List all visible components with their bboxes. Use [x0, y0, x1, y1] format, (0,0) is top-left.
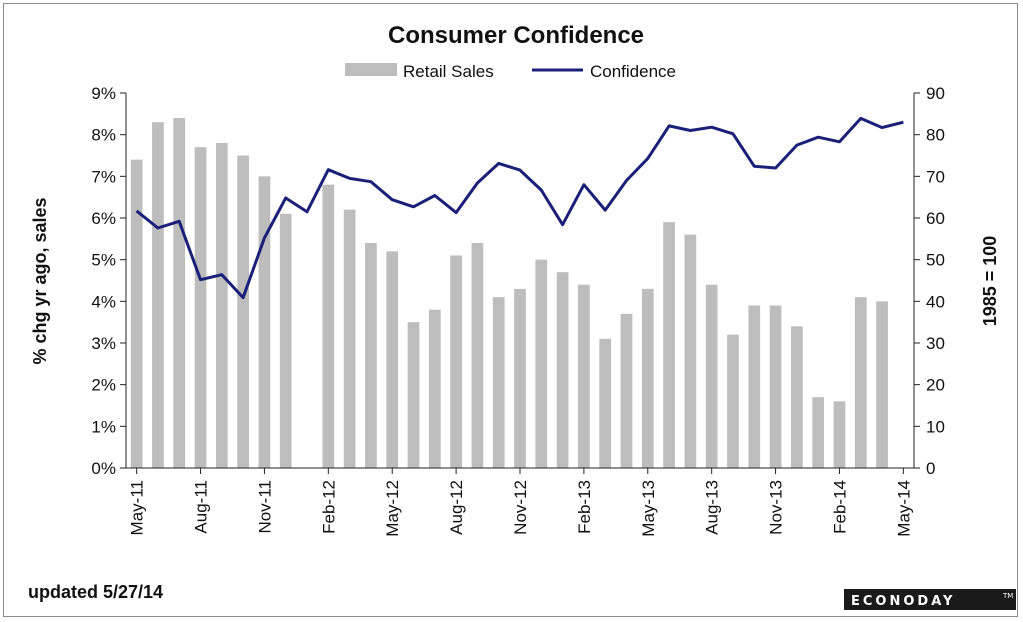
retail-sales-bars: [130, 118, 888, 469]
x-tick-label: Aug-11: [192, 480, 211, 534]
retail-sales-bar: [556, 272, 569, 468]
legend-label-retail-sales: Retail Sales: [403, 62, 494, 81]
left-axis-ticks: 0% 1% 2% 3% 4% 5% 6% 7% 8% 9%: [91, 84, 126, 478]
retail-sales-bar: [599, 338, 612, 468]
x-tick-label: May-12: [383, 480, 402, 537]
retail-sales-bar: [620, 313, 633, 468]
retail-sales-bar: [450, 255, 462, 468]
retail-sales-bar: [748, 305, 761, 468]
retail-sales-bar: [769, 305, 782, 468]
left-tick-label: 1%: [91, 417, 116, 436]
left-tick-label: 8%: [91, 126, 116, 145]
retail-sales-bar: [578, 284, 590, 468]
svg-text:TM: TM: [1002, 592, 1013, 600]
left-tick-label: 9%: [91, 84, 116, 103]
retail-sales-bar: [492, 297, 505, 468]
left-tick-label: 6%: [91, 209, 116, 228]
retail-sales-bar: [343, 209, 356, 468]
retail-sales-bar: [791, 326, 803, 468]
right-tick-label: 10: [926, 417, 945, 436]
retail-sales-bar: [152, 122, 164, 469]
x-tick-label: May-11: [128, 480, 147, 535]
right-tick-label: 50: [926, 251, 945, 270]
right-axis-title: 1985 = 100: [980, 236, 1000, 327]
retail-sales-bar: [407, 322, 420, 468]
x-tick-label: May-13: [639, 480, 658, 537]
right-tick-label: 90: [926, 84, 945, 103]
legend: Retail Sales Confidence: [345, 62, 676, 81]
x-axis-labels: May-11 Aug-11 Nov-11 Feb-12 May-12 Aug-12 Nov-…: [128, 468, 913, 537]
x-tick-label: Aug-12: [447, 480, 466, 535]
confidence-line-layer: [135, 116, 904, 300]
x-tick-label: Feb-13: [575, 480, 594, 534]
retail-sales-bar: [876, 301, 888, 468]
retail-sales-bar: [727, 334, 739, 468]
left-tick-label: 0%: [91, 459, 116, 478]
x-tick-label: Feb-12: [319, 480, 338, 534]
right-tick-label: 30: [926, 334, 945, 353]
right-axis-ticks: 0 10 20 30 40 50 60 70 80 90: [914, 84, 945, 478]
svg-text:ECONODAY: ECONODAY: [851, 594, 955, 609]
x-tick-label: May-14: [894, 480, 913, 537]
left-tick-label: 3%: [91, 334, 116, 353]
right-tick-label: 20: [926, 376, 945, 395]
econoday-logo: ECONODAY TM: [844, 589, 1016, 610]
confidence-line: [135, 116, 904, 300]
legend-swatch-retail-sales: [345, 63, 397, 76]
retail-sales-bar: [663, 222, 675, 468]
x-tick-label: Feb-14: [830, 480, 849, 534]
updated-date: updated 5/27/14: [28, 582, 163, 602]
retail-sales-bar: [833, 401, 846, 468]
chart-frame: [3, 3, 1018, 617]
retail-sales-bar: [428, 309, 441, 468]
right-tick-label: 0: [926, 459, 935, 478]
right-tick-label: 70: [926, 167, 945, 186]
right-tick-label: 80: [926, 126, 945, 145]
retail-sales-bar: [812, 397, 825, 468]
retail-sales-bar: [258, 176, 271, 469]
x-tick-label: Nov-13: [767, 480, 786, 535]
retail-sales-bar: [854, 297, 867, 468]
retail-sales-bar: [514, 288, 526, 468]
retail-sales-bar: [705, 284, 718, 468]
retail-sales-bar: [215, 143, 228, 468]
retail-sales-bar: [684, 234, 697, 468]
retail-sales-bar: [237, 155, 249, 468]
right-tick-label: 60: [926, 209, 945, 228]
x-tick-label: Nov-11: [255, 480, 274, 534]
left-tick-label: 4%: [91, 292, 116, 311]
chart-title: Consumer Confidence: [388, 22, 644, 49]
retail-sales-bar: [322, 184, 335, 468]
retail-sales-bar: [641, 288, 654, 468]
left-tick-label: 5%: [91, 251, 116, 270]
retail-sales-bar: [279, 213, 292, 468]
retail-sales-bar: [173, 118, 186, 468]
legend-label-confidence: Confidence: [590, 62, 676, 81]
retail-sales-bar: [386, 251, 399, 468]
right-tick-label: 40: [926, 292, 945, 311]
left-axis-title: % chg yr ago, sales: [30, 197, 50, 364]
retail-sales-bar: [194, 147, 207, 468]
left-tick-label: 2%: [91, 376, 116, 395]
retail-sales-bar: [365, 243, 377, 468]
x-tick-label: Aug-13: [703, 480, 722, 535]
left-tick-label: 7%: [91, 167, 116, 186]
retail-sales-bar: [535, 259, 548, 468]
retail-sales-bar: [471, 243, 484, 468]
retail-sales-bar: [130, 159, 143, 468]
x-tick-label: Nov-12: [511, 480, 530, 535]
